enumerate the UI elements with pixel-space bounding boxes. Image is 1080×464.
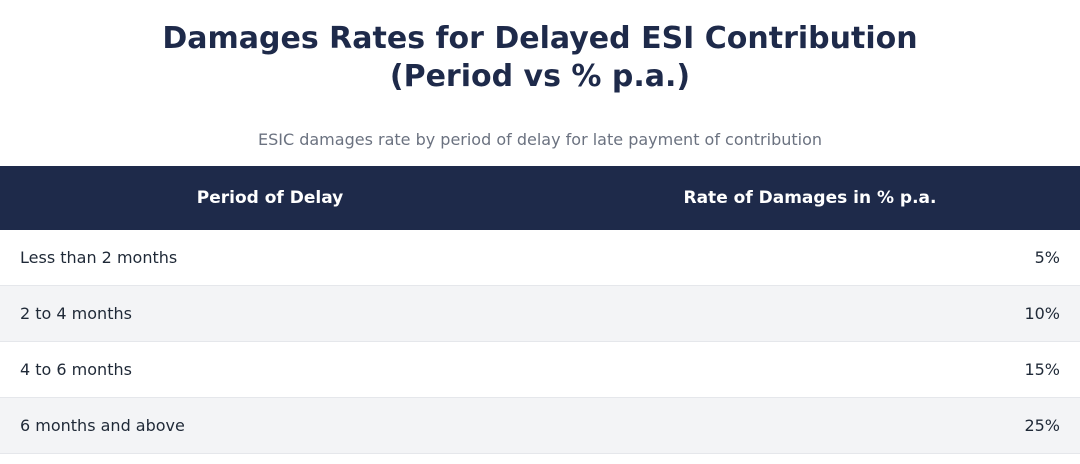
- cell-rate: 15%: [540, 341, 1080, 398]
- cell-period: Less than 2 months: [0, 230, 540, 286]
- table-body: Less than 2 months 5% 2 to 4 months 10% …: [0, 230, 1080, 454]
- cell-period: 6 months and above: [0, 397, 540, 454]
- table-row: Less than 2 months 5%: [0, 230, 1080, 286]
- table-header: Period of Delay Rate of Damages in % p.a…: [0, 166, 1080, 230]
- page-title-line-2: (Period vs % p.a.): [389, 59, 691, 94]
- cell-period: 4 to 6 months: [0, 341, 540, 398]
- table-row: 4 to 6 months 15%: [0, 341, 1080, 398]
- column-header-period: Period of Delay: [0, 166, 540, 230]
- cell-rate: 25%: [540, 397, 1080, 454]
- column-header-rate: Rate of Damages in % p.a.: [540, 166, 1080, 230]
- page-title-line-1: Damages Rates for Delayed ESI Contributi…: [162, 21, 918, 56]
- page-title: Damages Rates for Delayed ESI Contributi…: [0, 20, 1080, 96]
- damages-rates-table: Period of Delay Rate of Damages in % p.a…: [0, 166, 1080, 454]
- table-header-row: Period of Delay Rate of Damages in % p.a…: [0, 166, 1080, 230]
- cell-period: 2 to 4 months: [0, 285, 540, 342]
- cell-rate: 5%: [540, 230, 1080, 286]
- cell-rate: 10%: [540, 285, 1080, 342]
- page-subtitle: ESIC damages rate by period of delay for…: [257, 130, 823, 149]
- table-row: 2 to 4 months 10%: [0, 285, 1080, 342]
- table-row: 6 months and above 25%: [0, 397, 1080, 454]
